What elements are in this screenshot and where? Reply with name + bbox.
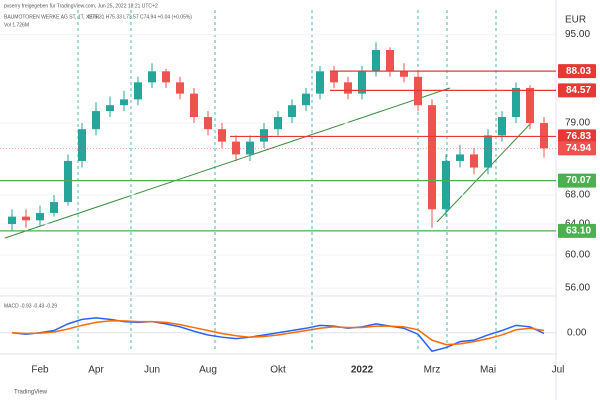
candle-body [456,154,464,161]
candle-body [316,71,324,94]
candle-body [442,160,450,210]
currency: EUR [565,15,586,26]
candle-body [50,202,58,213]
candle-body [344,82,352,94]
y-tick-label: 60.00 [565,250,590,261]
candle-body [498,117,506,136]
candle-body [400,71,408,77]
candle-body [190,93,198,118]
trend-line [4,87,451,239]
candle-body [428,105,436,210]
candle-body [22,216,30,221]
candle-body [232,141,240,155]
candle-body [484,135,492,168]
level-label: 63.10 [566,225,591,236]
y-tick-label: 95.00 [565,29,590,40]
candle-body [106,105,114,112]
candle-body [218,129,226,142]
level-tag [558,83,596,98]
candle-body [134,82,142,100]
candle-body [274,117,282,130]
level-tag [558,141,596,156]
x-tick-label: Mrz [424,365,441,376]
candle-body [470,154,478,168]
candle-body [260,129,268,142]
trend-line [436,121,533,223]
chart-title: BAUMOTOREN WERKE AG ST, 1T, XETR [4,14,100,20]
y-tick-label: 56.00 [565,283,590,294]
level-label: 84.57 [566,85,591,96]
candle-body [162,71,170,83]
x-tick-label: 2022 [351,365,374,376]
candle-body [78,129,86,161]
x-tick-label: Feb [31,365,49,376]
level-label: 76.83 [566,131,591,142]
candle-body [358,71,366,94]
candle-body [148,71,156,83]
ohlc-text: O75.31 H75.33 L73.57 C74.94 +0.04 (+0.05… [88,14,192,20]
candle-body [414,76,422,106]
x-tick-label: Mai [480,365,496,376]
candle-body [204,117,212,130]
x-tick-label: Okt [270,365,286,376]
candle-body [372,49,380,72]
y-tick-label: 68.00 [565,190,590,201]
candle-body [92,111,100,130]
x-tick-label: Aug [199,365,217,376]
volume-text: Vol 1.726M [4,22,29,28]
candle-body [246,141,254,155]
x-tick-label: Apr [88,365,104,376]
level-tag [558,64,596,79]
candle-body [540,123,548,149]
y-tick-label: 79.00 [565,118,590,129]
watermark: pvserry freigegeben für TradingView.com,… [4,3,158,9]
level-tag [558,173,596,188]
candle-body [8,216,16,225]
candle-body [386,49,394,72]
macd-line [11,320,545,346]
level-tag [558,223,596,238]
candle-body [526,87,534,124]
x-tick-label: Jul [552,365,565,376]
candle-body [64,160,72,203]
candle-body [512,87,520,118]
level-tag [558,129,596,144]
candle-body [330,71,338,83]
candle-body [288,105,296,118]
x-tick-label: Jun [144,365,160,376]
level-label: 88.03 [566,66,591,77]
logo: TradingView [14,390,48,396]
candle-body [176,82,184,94]
candle-body [36,212,44,221]
macd-title: MACD -0.93 -0.43 -0.29 [4,303,57,309]
candle-body [302,93,310,106]
macd-tick-label: 0.00 [567,327,587,338]
level-label: 70.07 [566,175,591,186]
candle-body [120,99,128,106]
level-label: 74.94 [566,143,591,154]
